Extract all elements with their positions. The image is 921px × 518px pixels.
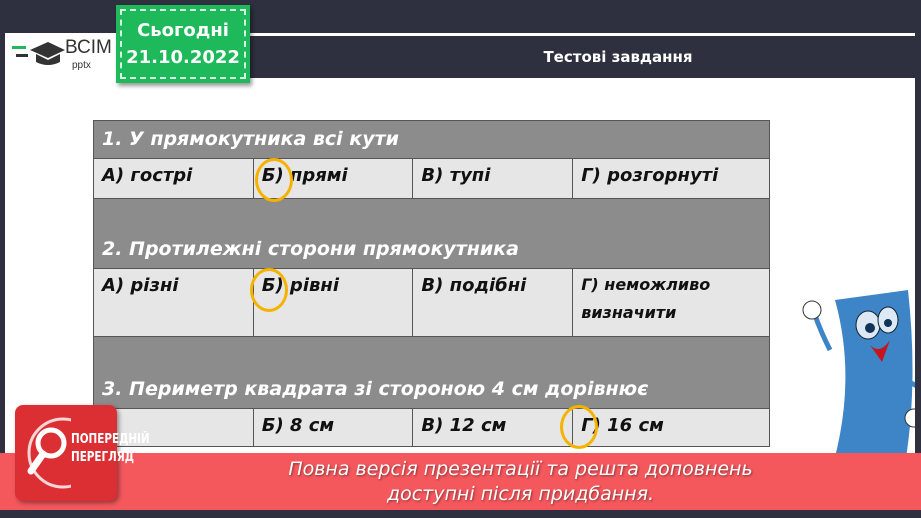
- answer-option[interactable]: [93, 408, 254, 447]
- answer-option[interactable]: Г) розгорнуті: [572, 158, 770, 199]
- answer-option[interactable]: Г) неможливо визначити: [572, 268, 770, 337]
- answer-option[interactable]: В) 12 см: [412, 408, 574, 447]
- date-badge: Сьогодні 21.10.2022: [116, 5, 250, 83]
- answer-option[interactable]: А) гострі: [93, 158, 254, 199]
- quiz-table: 1. У прямокутника всі кути А) гострі Б) …: [93, 120, 770, 447]
- preview-badge[interactable]: ПОПЕРЕДНІЙ ПЕРЕГЛЯД: [15, 405, 150, 501]
- magnifier-icon: [27, 417, 71, 489]
- answer-option[interactable]: В) тупі: [412, 158, 574, 199]
- page-title: Тестові завдання: [245, 36, 921, 78]
- answer-circle: [560, 405, 598, 449]
- purchase-banner: Повна версія презентації та решта доповн…: [0, 453, 921, 510]
- graduation-cap-icon: [12, 42, 65, 65]
- logo: ВСІМ pptx: [10, 38, 114, 74]
- answer-circle: [250, 268, 288, 312]
- answer-circle: [255, 158, 293, 202]
- question: 1. У прямокутника всі кути: [93, 120, 770, 159]
- answer-option[interactable]: Б) 8 см: [252, 408, 414, 447]
- answer-option[interactable]: А) різні: [93, 268, 254, 337]
- question: 3. Периметр квадрата зі стороною 4 см до…: [93, 336, 770, 409]
- question: 2. Протилежні сторони прямокутника: [93, 198, 770, 269]
- answer-option[interactable]: Г) 16 см: [572, 408, 770, 447]
- bottom-border: [0, 510, 921, 518]
- answer-option[interactable]: В) подібні: [412, 268, 574, 337]
- ruler-character-icon: [802, 290, 915, 490]
